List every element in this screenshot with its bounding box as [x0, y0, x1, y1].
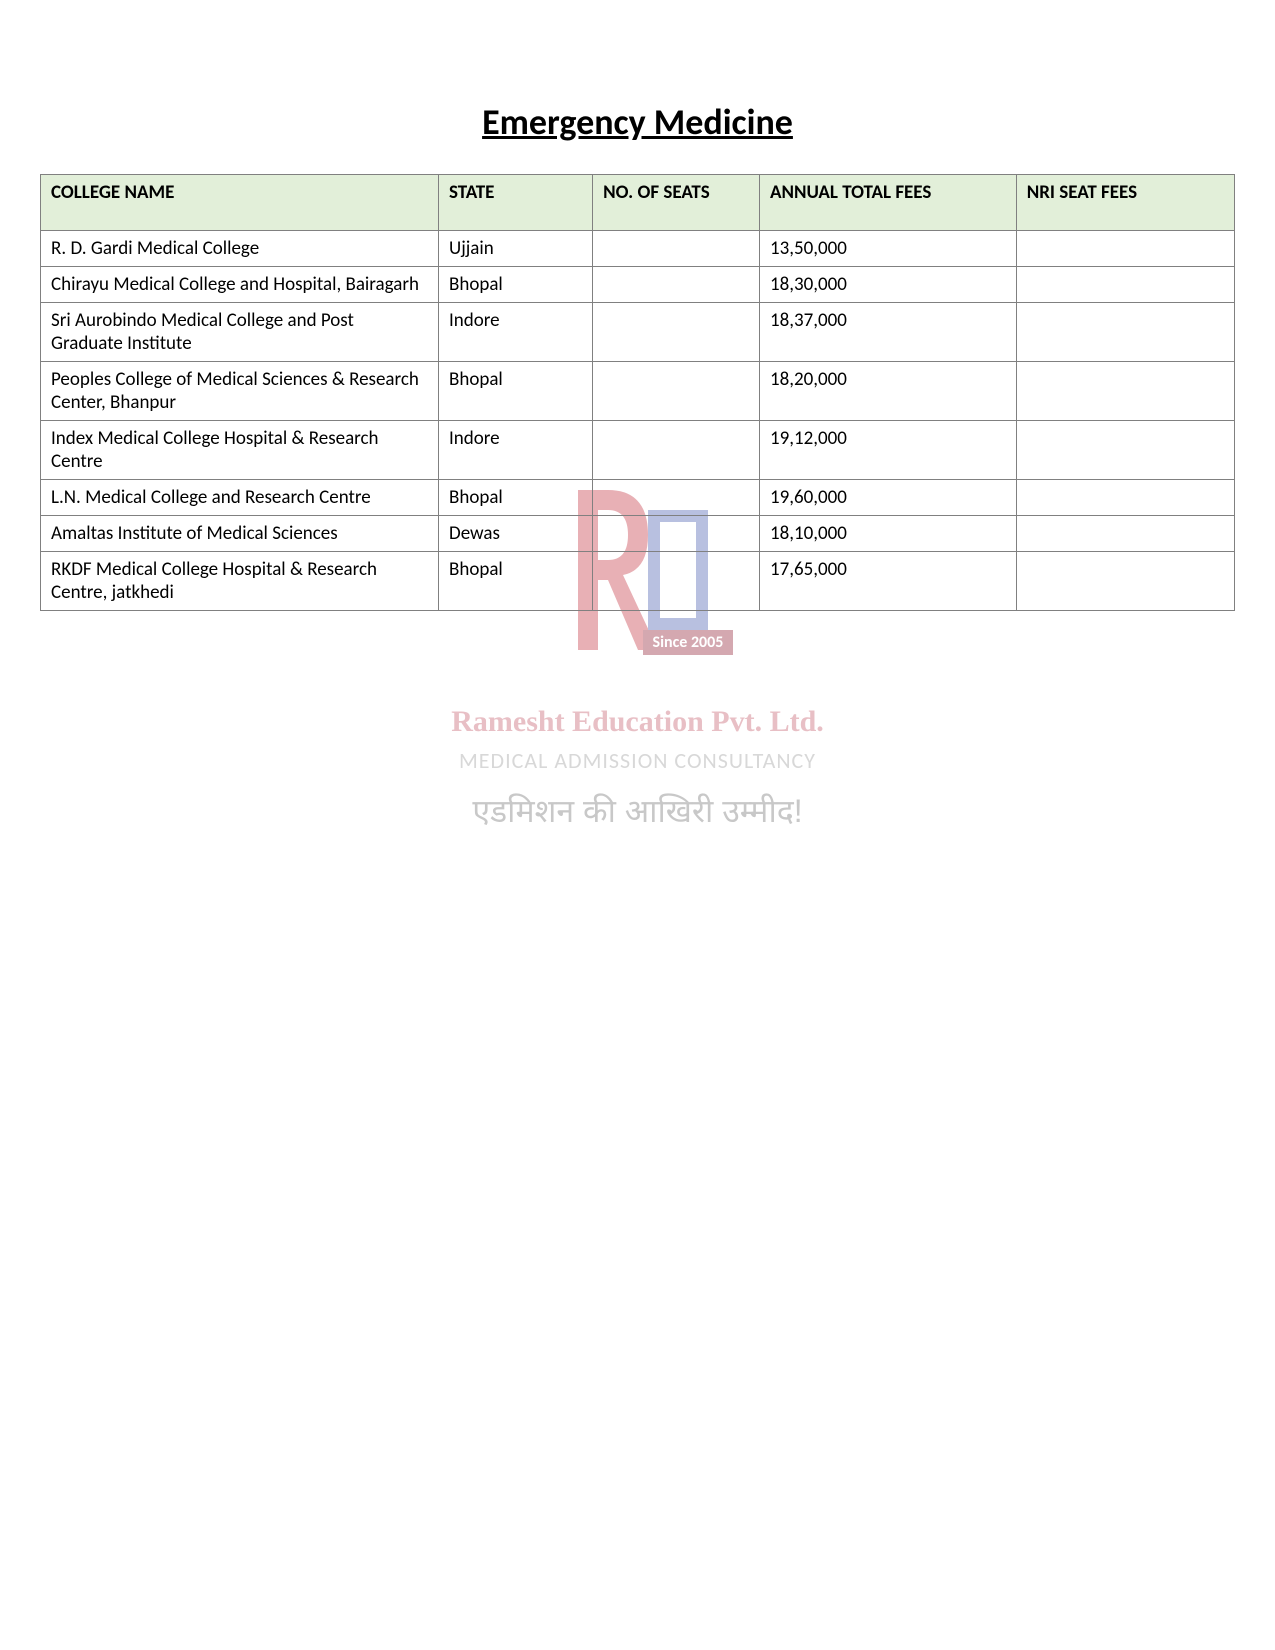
cell-college: Chirayu Medical College and Hospital, Ba… — [41, 267, 439, 303]
cell-fees: 18,37,000 — [759, 303, 1016, 362]
cell-college: Amaltas Institute of Medical Sciences — [41, 516, 439, 552]
table-row: R. D. Gardi Medical College Ujjain 13,50… — [41, 231, 1235, 267]
table-row: Peoples College of Medical Sciences & Re… — [41, 362, 1235, 421]
cell-nri — [1016, 552, 1234, 611]
cell-nri — [1016, 480, 1234, 516]
cell-seats — [593, 362, 760, 421]
cell-fees: 18,30,000 — [759, 267, 1016, 303]
cell-fees: 19,60,000 — [759, 480, 1016, 516]
cell-seats — [593, 267, 760, 303]
header-seats: NO. OF SEATS — [593, 175, 760, 231]
cell-seats — [593, 552, 760, 611]
cell-seats — [593, 516, 760, 552]
cell-nri — [1016, 267, 1234, 303]
table-row: Chirayu Medical College and Hospital, Ba… — [41, 267, 1235, 303]
cell-nri — [1016, 231, 1234, 267]
cell-state: Bhopal — [439, 552, 593, 611]
cell-fees: 18,20,000 — [759, 362, 1016, 421]
table-row: L.N. Medical College and Research Centre… — [41, 480, 1235, 516]
cell-nri — [1016, 362, 1234, 421]
cell-college: Index Medical College Hospital & Researc… — [41, 421, 439, 480]
cell-state: Bhopal — [439, 480, 593, 516]
table-row: Sri Aurobindo Medical College and Post G… — [41, 303, 1235, 362]
cell-state: Indore — [439, 303, 593, 362]
page-title: Emergency Medicine — [40, 100, 1235, 144]
cell-seats — [593, 231, 760, 267]
cell-college: Peoples College of Medical Sciences & Re… — [41, 362, 439, 421]
header-college-name: COLLEGE NAME — [41, 175, 439, 231]
hindi-tagline: एडमिशन की आखिरी उम्मीद! — [338, 789, 938, 832]
cell-nri — [1016, 303, 1234, 362]
cell-seats — [593, 303, 760, 362]
cell-state: Ujjain — [439, 231, 593, 267]
table-row: RKDF Medical College Hospital & Research… — [41, 552, 1235, 611]
cell-nri — [1016, 516, 1234, 552]
table-body: R. D. Gardi Medical College Ujjain 13,50… — [41, 231, 1235, 611]
table-row: Index Medical College Hospital & Researc… — [41, 421, 1235, 480]
consultancy-text: MEDICAL ADMISSION CONSULTANCY — [338, 747, 938, 774]
header-state: STATE — [439, 175, 593, 231]
cell-fees: 18,10,000 — [759, 516, 1016, 552]
header-annual-fees: ANNUAL TOTAL FEES — [759, 175, 1016, 231]
cell-fees: 13,50,000 — [759, 231, 1016, 267]
header-nri-fees: NRI SEAT FEES — [1016, 175, 1234, 231]
cell-college: RKDF Medical College Hospital & Research… — [41, 552, 439, 611]
cell-fees: 17,65,000 — [759, 552, 1016, 611]
cell-college: Sri Aurobindo Medical College and Post G… — [41, 303, 439, 362]
cell-state: Bhopal — [439, 362, 593, 421]
cell-college: L.N. Medical College and Research Centre — [41, 480, 439, 516]
company-name: Ramesht Education Pvt. Ltd. — [338, 705, 938, 739]
table-header-row: COLLEGE NAME STATE NO. OF SEATS ANNUAL T… — [41, 175, 1235, 231]
cell-fees: 19,12,000 — [759, 421, 1016, 480]
cell-seats — [593, 480, 760, 516]
fees-table: COLLEGE NAME STATE NO. OF SEATS ANNUAL T… — [40, 174, 1235, 611]
cell-state: Bhopal — [439, 267, 593, 303]
cell-state: Indore — [439, 421, 593, 480]
cell-state: Dewas — [439, 516, 593, 552]
table-row: Amaltas Institute of Medical Sciences De… — [41, 516, 1235, 552]
cell-seats — [593, 421, 760, 480]
since-badge: Since 2005 — [643, 630, 734, 655]
cell-college: R. D. Gardi Medical College — [41, 231, 439, 267]
cell-nri — [1016, 421, 1234, 480]
